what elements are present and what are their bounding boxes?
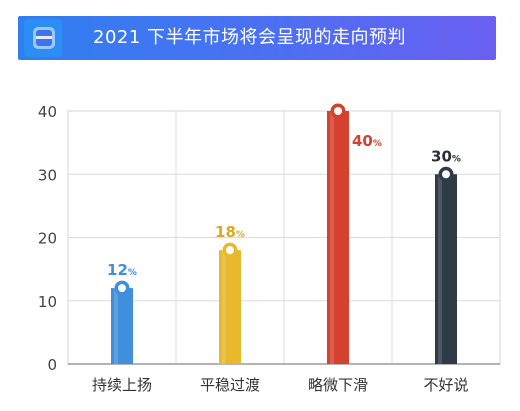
page-title: 2021 下半年市场将会呈现的走向预判 xyxy=(93,27,407,48)
data-label: 40% xyxy=(352,132,382,150)
x-tick-label: 略微下滑 xyxy=(308,376,368,394)
y-tick-label: 40 xyxy=(38,103,57,121)
bar-cap-dot xyxy=(442,170,450,179)
data-label: 18% xyxy=(215,223,245,241)
data-label-unit: % xyxy=(128,268,137,278)
bar-cap-dot xyxy=(226,246,234,255)
bar xyxy=(435,174,457,364)
data-label-unit: % xyxy=(236,230,245,240)
y-tick-label: 30 xyxy=(38,166,57,184)
bar-highlight xyxy=(222,250,226,364)
x-tick-label: 平稳过渡 xyxy=(200,376,260,394)
y-tick-label: 10 xyxy=(38,293,57,311)
x-tick-label: 不好说 xyxy=(423,376,468,394)
data-label-unit: % xyxy=(452,154,461,164)
bar-highlight xyxy=(114,288,118,364)
bar-highlight xyxy=(330,111,334,364)
bar xyxy=(219,250,241,364)
bar-cap-dot xyxy=(118,284,126,293)
data-label: 12% xyxy=(107,261,137,279)
data-label-unit: % xyxy=(373,139,382,149)
data-label: 30% xyxy=(431,147,461,165)
y-tick-label: 0 xyxy=(47,356,57,374)
title-banner: 2021 下半年市场将会呈现的走向预判 xyxy=(18,16,496,60)
x-tick-label: 持续上扬 xyxy=(92,376,152,394)
bar-highlight xyxy=(438,174,442,364)
layers-icon xyxy=(24,19,62,57)
bar xyxy=(327,111,349,364)
bar xyxy=(111,288,133,364)
y-tick-label: 20 xyxy=(38,230,57,248)
bar-cap-dot xyxy=(334,107,342,115)
